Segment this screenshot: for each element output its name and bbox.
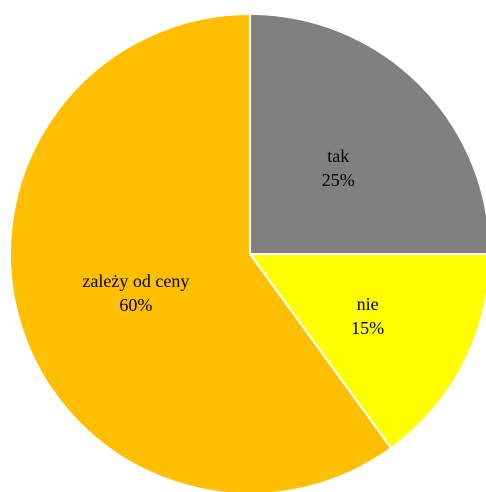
pie-label-category: zależy od ceny — [82, 271, 189, 291]
pie-label-category: nie — [357, 294, 379, 314]
pie-labels: tak 25% nie 15% zależy od ceny 60% — [82, 146, 384, 338]
pie-slice-tak — [249, 12, 486, 255]
pie-slice-zależy-od-ceny — [9, 12, 393, 492]
pie-label-percent: 15% — [351, 318, 384, 338]
pie-label-percent: 25% — [322, 170, 355, 190]
pie-label-percent: 60% — [119, 295, 152, 315]
pie-slices — [9, 12, 486, 492]
pie-slice-nie — [248, 253, 486, 450]
pie-label-category: tak — [327, 146, 349, 166]
